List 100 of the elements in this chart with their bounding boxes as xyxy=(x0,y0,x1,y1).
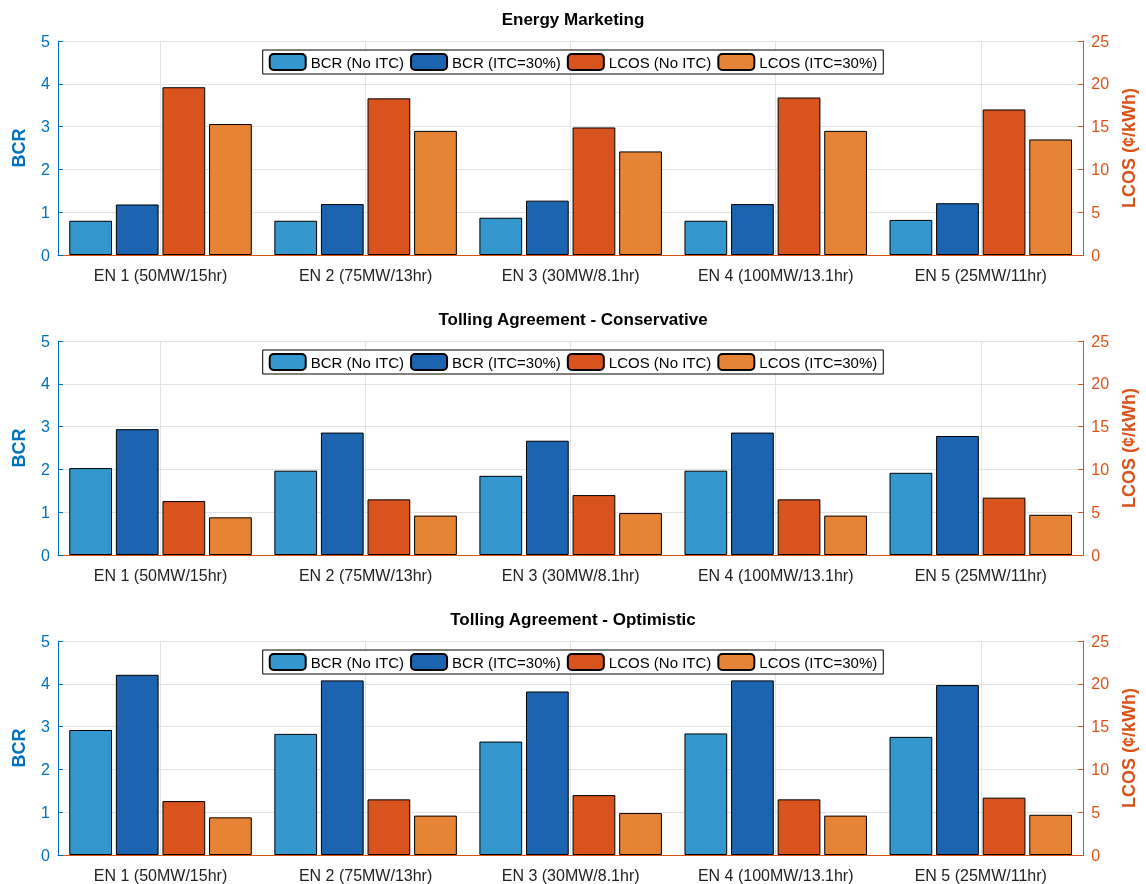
bar xyxy=(274,470,318,555)
bar xyxy=(274,733,318,855)
x-tick-label: EN 2 (75MW/13hr) xyxy=(298,866,433,884)
legend-label: LCOS (ITC=30%) xyxy=(759,353,878,371)
bar xyxy=(414,515,457,555)
y-tick-label: 1 xyxy=(41,503,51,521)
bar xyxy=(684,220,728,255)
y2-tick-label: 15 xyxy=(1091,118,1110,136)
x-tick-label: EN 3 (30MW/8.1hr) xyxy=(501,266,640,284)
bar xyxy=(889,736,933,855)
y-axis-title: BCR xyxy=(9,128,29,168)
bar xyxy=(414,130,457,255)
bar xyxy=(525,691,569,855)
bar xyxy=(69,730,113,855)
bar xyxy=(731,432,774,555)
y-tick-label: 1 xyxy=(41,203,51,221)
bar xyxy=(1029,814,1073,855)
y-tick-label: 0 xyxy=(41,846,51,864)
y2-tick-label: 15 xyxy=(1091,418,1110,436)
legend-label: LCOS (No ITC) xyxy=(608,353,712,371)
bar xyxy=(619,151,662,255)
y2-tick-label: 5 xyxy=(1091,503,1101,521)
x-tick-label: EN 2 (75MW/13hr) xyxy=(298,266,433,284)
bar xyxy=(1029,514,1073,555)
bar xyxy=(115,674,159,855)
x-tick-label: EN 1 (50MW/15hr) xyxy=(93,266,228,284)
x-tick-label: EN 5 (25MW/11hr) xyxy=(914,566,1047,584)
bar xyxy=(479,741,523,855)
y2-tick-label: 20 xyxy=(1091,675,1110,693)
y-tick-label: 3 xyxy=(41,718,51,736)
y-tick-label: 5 xyxy=(41,632,51,650)
legend-label: BCR (ITC=30%) xyxy=(452,353,561,371)
bar xyxy=(731,204,774,255)
bar xyxy=(889,219,933,255)
legend-label: LCOS (No ITC) xyxy=(608,53,712,71)
y-axis-title: BCR xyxy=(9,728,29,768)
chart-title: Tolling Agreement - Conservative xyxy=(438,310,708,329)
y2-tick-label: 25 xyxy=(1091,32,1110,50)
y2-axis-title: LCOS (¢/kWh) xyxy=(1119,388,1139,508)
bar xyxy=(824,130,867,255)
legend-label: LCOS (ITC=30%) xyxy=(759,653,878,671)
y2-tick-label: 5 xyxy=(1091,803,1101,821)
bar xyxy=(619,513,662,555)
bar xyxy=(69,220,113,255)
bar xyxy=(824,815,867,855)
chart-title: Energy Marketing xyxy=(501,10,645,29)
bar xyxy=(684,733,728,855)
bar xyxy=(525,440,569,555)
y-tick-label: 5 xyxy=(41,332,51,350)
y2-tick-label: 0 xyxy=(1091,246,1101,264)
bar xyxy=(320,432,364,555)
bar xyxy=(115,204,159,255)
x-tick-label: EN 3 (30MW/8.1hr) xyxy=(501,566,640,584)
chart-title: Tolling Agreement - Optimistic xyxy=(450,610,696,629)
legend-label: BCR (No ITC) xyxy=(310,353,405,371)
y2-tick-label: 25 xyxy=(1091,332,1110,350)
bar xyxy=(209,817,252,855)
bar xyxy=(274,220,318,255)
y2-tick-label: 5 xyxy=(1091,203,1101,221)
y-tick-label: 4 xyxy=(41,75,51,93)
x-tick-label: EN 5 (25MW/11hr) xyxy=(914,266,1047,284)
bar xyxy=(889,472,933,555)
y2-tick-label: 25 xyxy=(1091,632,1110,650)
bar xyxy=(414,815,457,855)
y-tick-label: 3 xyxy=(41,118,51,136)
bar xyxy=(209,124,252,255)
bar xyxy=(731,680,774,855)
x-tick-label: EN 4 (100MW/13.1hr) xyxy=(697,266,854,284)
y-tick-label: 2 xyxy=(41,760,51,778)
bar xyxy=(684,470,728,555)
bar xyxy=(824,515,867,555)
y2-tick-label: 10 xyxy=(1091,460,1110,478)
legend-label: LCOS (ITC=30%) xyxy=(759,53,878,71)
legend-label: BCR (ITC=30%) xyxy=(452,53,561,71)
y-tick-label: 1 xyxy=(41,803,51,821)
y-tick-label: 2 xyxy=(41,160,51,178)
y2-tick-label: 10 xyxy=(1091,760,1110,778)
bar xyxy=(936,685,979,855)
y2-tick-label: 15 xyxy=(1091,718,1110,736)
x-tick-label: EN 3 (30MW/8.1hr) xyxy=(501,866,640,884)
x-tick-label: EN 4 (100MW/13.1hr) xyxy=(697,866,854,884)
legend-label: LCOS (No ITC) xyxy=(608,653,712,671)
y2-tick-label: 0 xyxy=(1091,846,1101,864)
y-tick-label: 2 xyxy=(41,460,51,478)
y-tick-label: 4 xyxy=(41,375,51,393)
bar xyxy=(936,203,979,255)
x-tick-label: EN 2 (75MW/13hr) xyxy=(298,566,433,584)
y-tick-label: 0 xyxy=(41,546,51,564)
x-tick-label: EN 1 (50MW/15hr) xyxy=(93,566,228,584)
bar xyxy=(525,200,569,255)
y2-tick-label: 10 xyxy=(1091,160,1110,178)
bar xyxy=(619,813,662,855)
legend-label: BCR (No ITC) xyxy=(310,53,405,71)
y-axis-title: BCR xyxy=(9,428,29,468)
bar xyxy=(320,680,364,855)
y-tick-label: 0 xyxy=(41,246,51,264)
bar xyxy=(936,436,979,555)
legend-label: BCR (ITC=30%) xyxy=(452,653,561,671)
bar xyxy=(115,429,159,555)
y2-axis-title: LCOS (¢/kWh) xyxy=(1119,688,1139,808)
